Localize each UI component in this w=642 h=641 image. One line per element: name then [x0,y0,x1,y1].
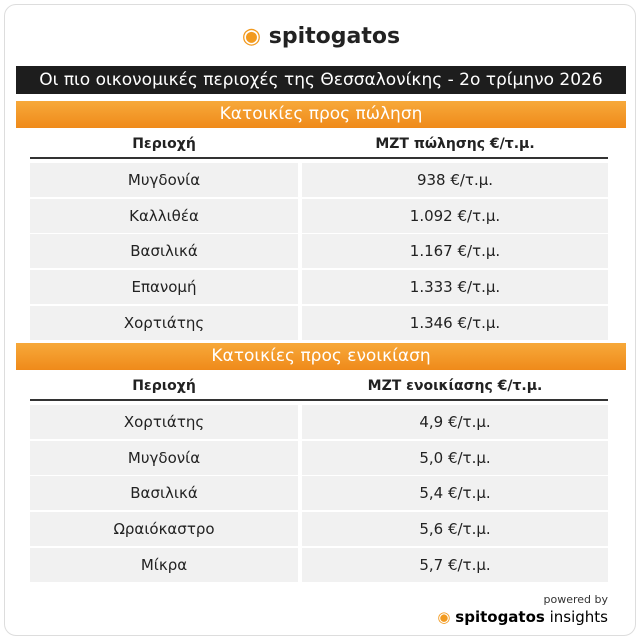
column-header: ΜΖΤ πώλησης €/τ.μ. [375,136,535,152]
cell: 5,6 €/τ.μ. [302,512,608,547]
cell: Βασιλικά [30,234,298,269]
column-header: Περιοχή [132,378,196,394]
logo-text: spitogatos [268,24,401,49]
header-rule [30,399,608,401]
column-header: ΜΖΤ ενοικίασης €/τ.μ. [367,378,543,394]
section-title: Κατοικίες προς ενοικίαση [16,343,626,370]
section-title: Κατοικίες προς πώληση [16,101,626,128]
brand: spitogatos [455,608,545,626]
footer-brand: ◉ spitogatos insights [437,608,608,626]
cell: Μυγδονία [30,163,298,197]
cell: Χορτιάτης [30,305,298,340]
cell: Ωραιόκαστρο [30,512,298,547]
cell: 938 €/τ.μ. [302,163,608,197]
cell: 1.346 €/τ.μ. [302,305,608,340]
cell: Μυγδονία [30,440,298,475]
column-header: Περιοχή [132,136,196,152]
cell: 1.092 €/τ.μ. [302,198,608,233]
cell: Χορτιάτης [30,405,298,439]
header-rule [30,157,608,159]
cell: Επανομή [30,270,298,305]
cell: 4,9 €/τ.μ. [302,405,608,439]
powered-by: powered by [543,593,609,606]
logo: ◉ spitogatos [241,24,401,49]
cell: 1.333 €/τ.μ. [302,270,608,305]
title-bar: Οι πιο οικονομικές περιοχές της Θεσσαλον… [16,66,626,94]
cell: 1.167 €/τ.μ. [302,234,608,269]
cell: Βασιλικά [30,476,298,511]
cell: 5,0 €/τ.μ. [302,440,608,475]
brand-suffix: insights [549,608,608,626]
cell: Μίκρα [30,547,298,582]
cell: 5,7 €/τ.μ. [302,547,608,582]
cell: Καλλιθέα [30,198,298,233]
cell: 5,4 €/τ.μ. [302,476,608,511]
